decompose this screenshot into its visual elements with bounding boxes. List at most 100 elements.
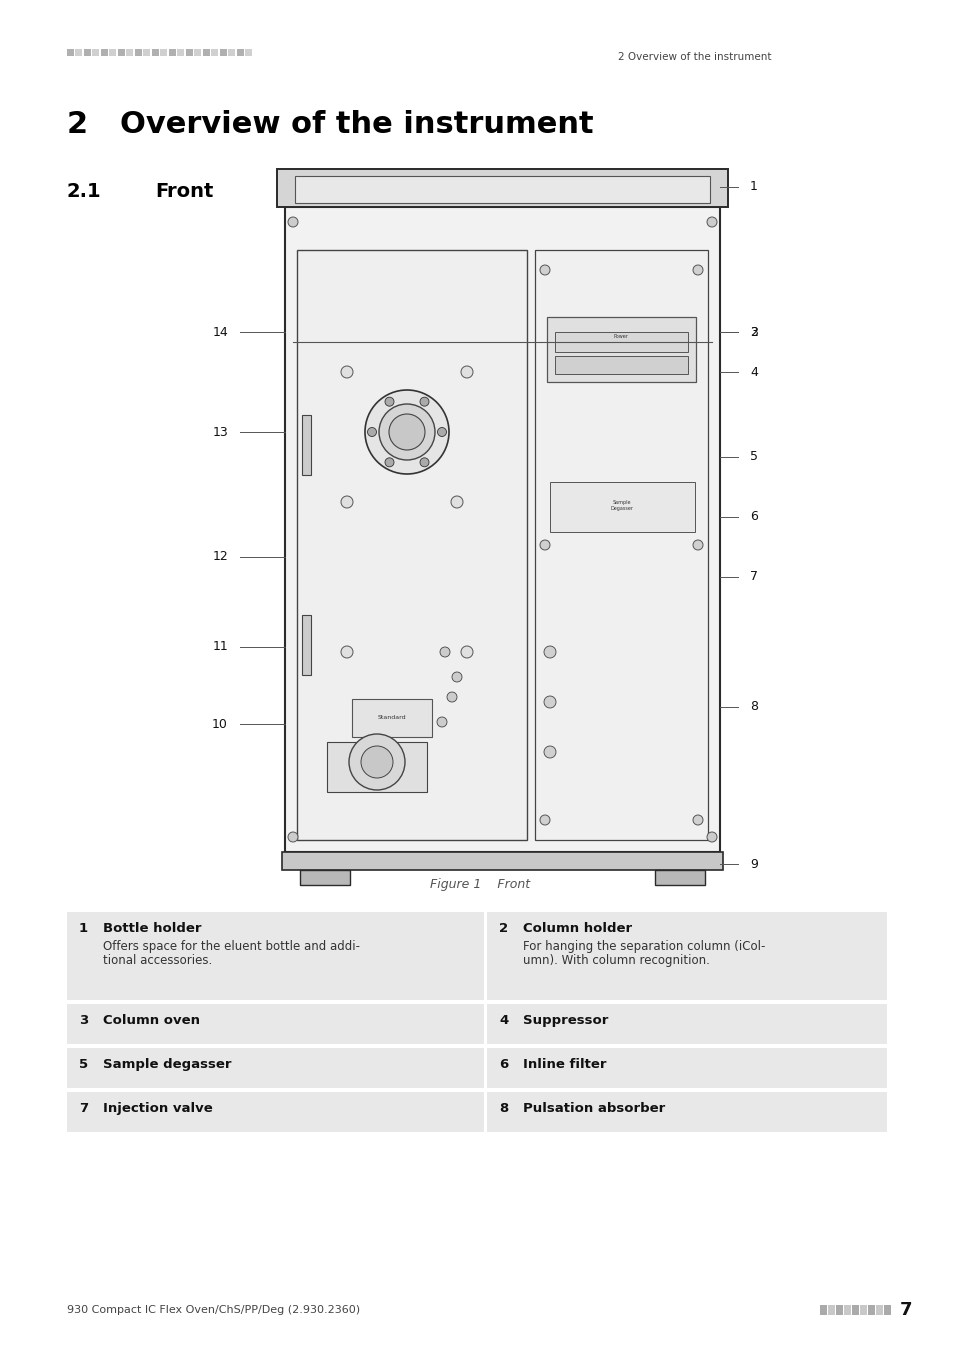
- Bar: [550, 482, 695, 532]
- Circle shape: [460, 366, 473, 378]
- Bar: [299, 869, 350, 886]
- Bar: [486, 1092, 886, 1133]
- Bar: [555, 332, 687, 352]
- Bar: [160, 49, 168, 55]
- Bar: [327, 743, 427, 792]
- Text: Front: Front: [154, 182, 213, 201]
- Circle shape: [706, 832, 717, 842]
- Bar: [135, 49, 142, 55]
- Bar: [296, 250, 526, 840]
- Bar: [285, 207, 720, 852]
- Bar: [835, 1305, 842, 1315]
- Bar: [851, 1305, 858, 1315]
- Bar: [820, 1305, 826, 1315]
- Text: 5: 5: [79, 1058, 88, 1071]
- Text: 9: 9: [749, 857, 757, 871]
- Text: 1: 1: [749, 181, 757, 193]
- Circle shape: [340, 366, 353, 378]
- Bar: [110, 49, 116, 55]
- Text: 8: 8: [498, 1102, 508, 1115]
- Text: umn). With column recognition.: umn). With column recognition.: [522, 954, 709, 967]
- Bar: [486, 1004, 886, 1044]
- Text: 4: 4: [498, 1014, 508, 1027]
- Text: 3: 3: [749, 325, 757, 339]
- Bar: [220, 49, 227, 55]
- Text: 3: 3: [79, 1014, 89, 1027]
- Text: 1: 1: [79, 922, 88, 936]
- Bar: [118, 49, 125, 55]
- Circle shape: [419, 458, 429, 467]
- Text: 2   Overview of the instrument: 2 Overview of the instrument: [67, 109, 593, 139]
- Bar: [75, 49, 82, 55]
- Bar: [546, 317, 696, 382]
- Bar: [859, 1305, 866, 1315]
- Circle shape: [389, 414, 424, 450]
- Circle shape: [419, 397, 429, 406]
- Bar: [169, 49, 175, 55]
- Text: 2 Overview of the instrument: 2 Overview of the instrument: [618, 53, 771, 62]
- Text: 5: 5: [749, 451, 758, 463]
- Text: Inline filter: Inline filter: [522, 1058, 606, 1071]
- Bar: [92, 49, 99, 55]
- Text: 4: 4: [749, 366, 757, 378]
- Circle shape: [360, 747, 393, 778]
- Circle shape: [692, 815, 702, 825]
- Circle shape: [539, 265, 550, 275]
- Text: 8: 8: [749, 701, 758, 714]
- Bar: [486, 1048, 886, 1088]
- Text: 7: 7: [899, 1301, 911, 1319]
- Bar: [194, 49, 201, 55]
- Text: 7: 7: [749, 571, 758, 583]
- Bar: [143, 49, 151, 55]
- Text: 14: 14: [212, 325, 228, 339]
- Text: Power: Power: [613, 333, 628, 339]
- Text: 2: 2: [749, 325, 757, 339]
- Text: Sample degasser: Sample degasser: [103, 1058, 232, 1071]
- Bar: [67, 1092, 483, 1133]
- Bar: [883, 1305, 890, 1315]
- Bar: [212, 49, 218, 55]
- Circle shape: [365, 390, 449, 474]
- Text: 6: 6: [749, 510, 757, 524]
- Text: Suppressor: Suppressor: [522, 1014, 608, 1027]
- Text: For hanging the separation column (iCol-: For hanging the separation column (iCol-: [522, 940, 764, 953]
- Circle shape: [439, 647, 450, 657]
- Bar: [229, 49, 235, 55]
- Bar: [67, 49, 74, 55]
- Circle shape: [288, 832, 297, 842]
- Bar: [186, 49, 193, 55]
- Circle shape: [452, 672, 461, 682]
- Bar: [302, 414, 311, 475]
- Circle shape: [539, 815, 550, 825]
- Bar: [535, 250, 707, 840]
- Text: Injection valve: Injection valve: [103, 1102, 213, 1115]
- Text: Offers space for the eluent bottle and addi-: Offers space for the eluent bottle and a…: [103, 940, 359, 953]
- Text: Column holder: Column holder: [522, 922, 632, 936]
- Text: Standard: Standard: [377, 716, 406, 720]
- Circle shape: [367, 428, 376, 436]
- Circle shape: [340, 647, 353, 657]
- Bar: [84, 49, 91, 55]
- Bar: [867, 1305, 874, 1315]
- Circle shape: [349, 734, 405, 790]
- Circle shape: [692, 540, 702, 549]
- Bar: [236, 49, 244, 55]
- Text: Figure 1    Front: Figure 1 Front: [430, 878, 530, 891]
- Text: Sample
Degasser: Sample Degasser: [610, 500, 633, 510]
- Bar: [67, 1004, 483, 1044]
- Circle shape: [543, 647, 556, 657]
- Bar: [655, 869, 704, 886]
- Circle shape: [385, 397, 394, 406]
- Text: Bottle holder: Bottle holder: [103, 922, 201, 936]
- Circle shape: [451, 495, 462, 508]
- Circle shape: [706, 217, 717, 227]
- Text: Pulsation absorber: Pulsation absorber: [522, 1102, 664, 1115]
- Bar: [486, 913, 886, 1000]
- Circle shape: [437, 428, 446, 436]
- Text: 11: 11: [212, 640, 228, 653]
- Bar: [101, 49, 108, 55]
- Circle shape: [436, 717, 447, 728]
- Circle shape: [447, 693, 456, 702]
- Bar: [245, 49, 253, 55]
- Text: 2: 2: [498, 922, 508, 936]
